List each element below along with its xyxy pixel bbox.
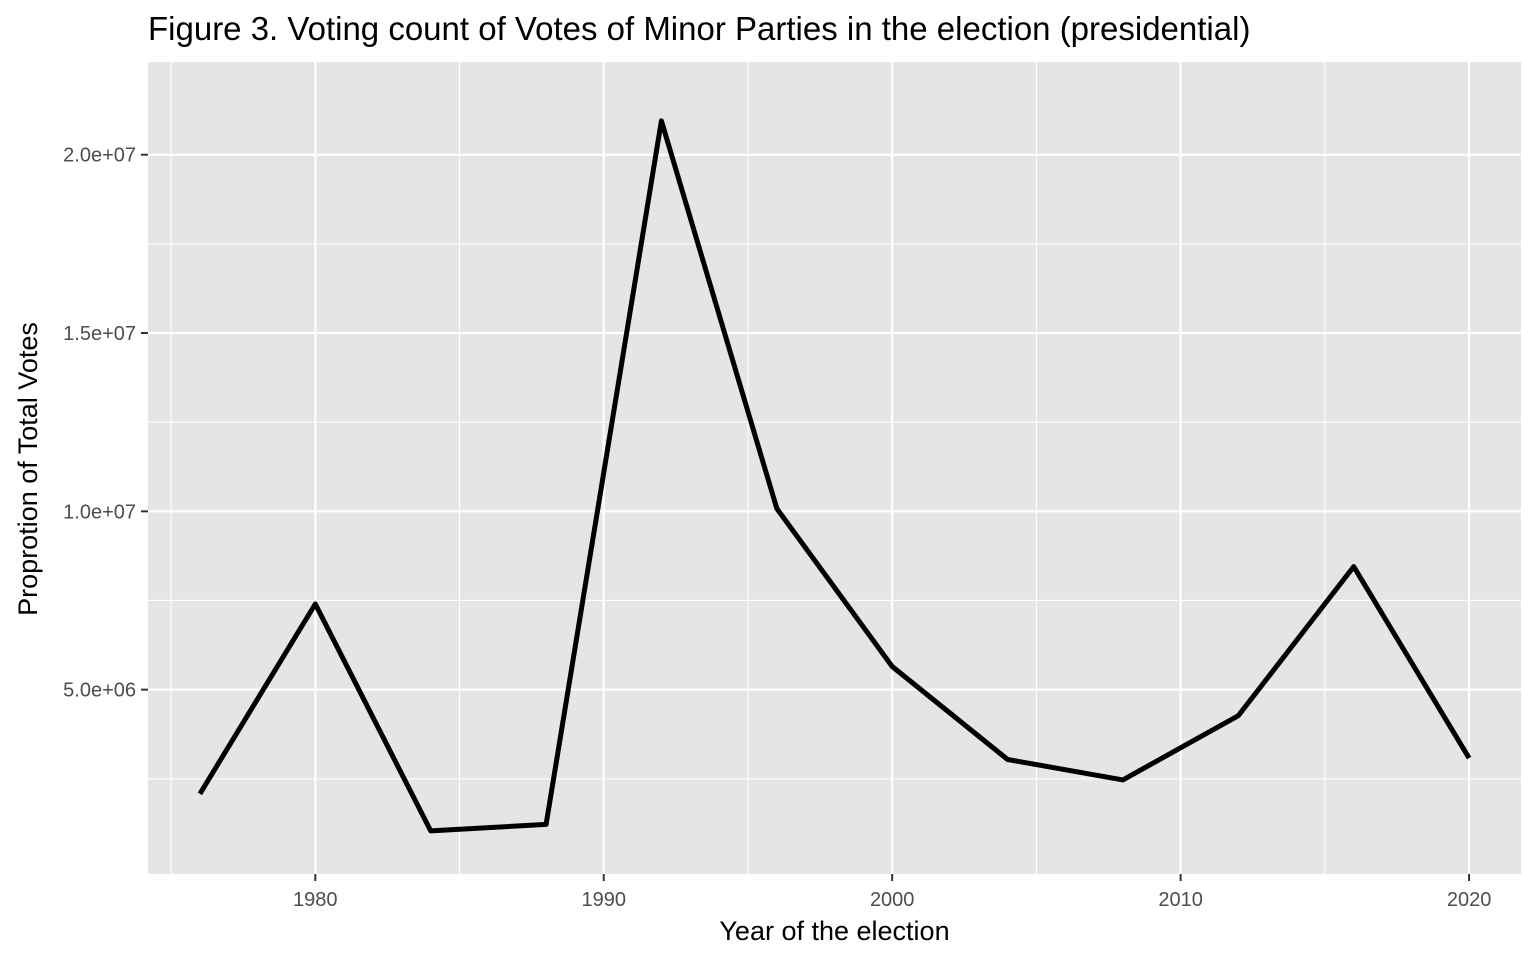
x-tick-label: 1990 [581, 889, 626, 911]
x-tick-label: 1980 [293, 889, 338, 911]
plot-panel [148, 62, 1521, 874]
y-tick-label: 1.0e+07 [63, 501, 136, 523]
x-axis: 1980 1990 2000 2010 2020 [293, 874, 1491, 911]
x-tick-label: 2000 [870, 889, 915, 911]
major-gridlines [148, 62, 1521, 874]
series-line [197, 118, 1472, 834]
minor-gridlines [148, 62, 1521, 874]
x-axis-title: Year of the election [719, 916, 949, 946]
x-tick-label: 2020 [1447, 889, 1492, 911]
series-layer [197, 118, 1472, 834]
y-tick-label: 2.0e+07 [63, 145, 136, 167]
y-axis: 5.0e+06 1.0e+07 1.5e+07 2.0e+07 [63, 145, 148, 702]
x-tick-label: 2010 [1158, 889, 1203, 911]
y-axis-title: Proprotion of Total Votes [13, 322, 43, 616]
y-tick-label: 5.0e+06 [63, 680, 136, 702]
y-tick-label: 1.5e+07 [63, 323, 136, 345]
chart-title: Figure 3. Voting count of Votes of Minor… [148, 10, 1250, 47]
